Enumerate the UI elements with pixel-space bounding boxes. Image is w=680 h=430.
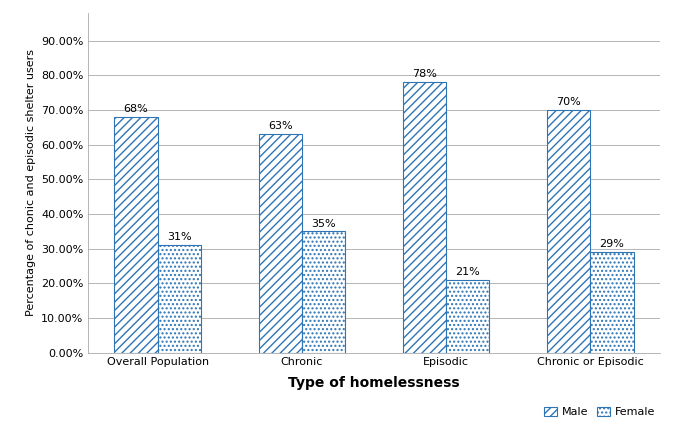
Text: 68%: 68% bbox=[124, 104, 148, 114]
Text: 78%: 78% bbox=[412, 70, 437, 80]
Bar bbox=[446, 280, 490, 353]
Bar bbox=[590, 252, 634, 353]
Bar bbox=[114, 117, 158, 353]
Bar bbox=[547, 110, 590, 353]
Legend: Male, Female: Male, Female bbox=[539, 402, 660, 422]
Bar bbox=[403, 82, 446, 353]
Bar bbox=[258, 134, 302, 353]
Text: 63%: 63% bbox=[268, 121, 292, 132]
Bar bbox=[302, 231, 345, 353]
Text: 31%: 31% bbox=[167, 232, 192, 243]
Bar bbox=[158, 245, 201, 353]
Text: 29%: 29% bbox=[600, 240, 624, 249]
Text: 21%: 21% bbox=[456, 267, 480, 277]
Text: 70%: 70% bbox=[556, 97, 581, 107]
Y-axis label: Percentage of chonic and episodic shelter users: Percentage of chonic and episodic shelte… bbox=[26, 49, 35, 316]
Text: 35%: 35% bbox=[311, 218, 336, 228]
X-axis label: Type of homelessness: Type of homelessness bbox=[288, 376, 460, 390]
